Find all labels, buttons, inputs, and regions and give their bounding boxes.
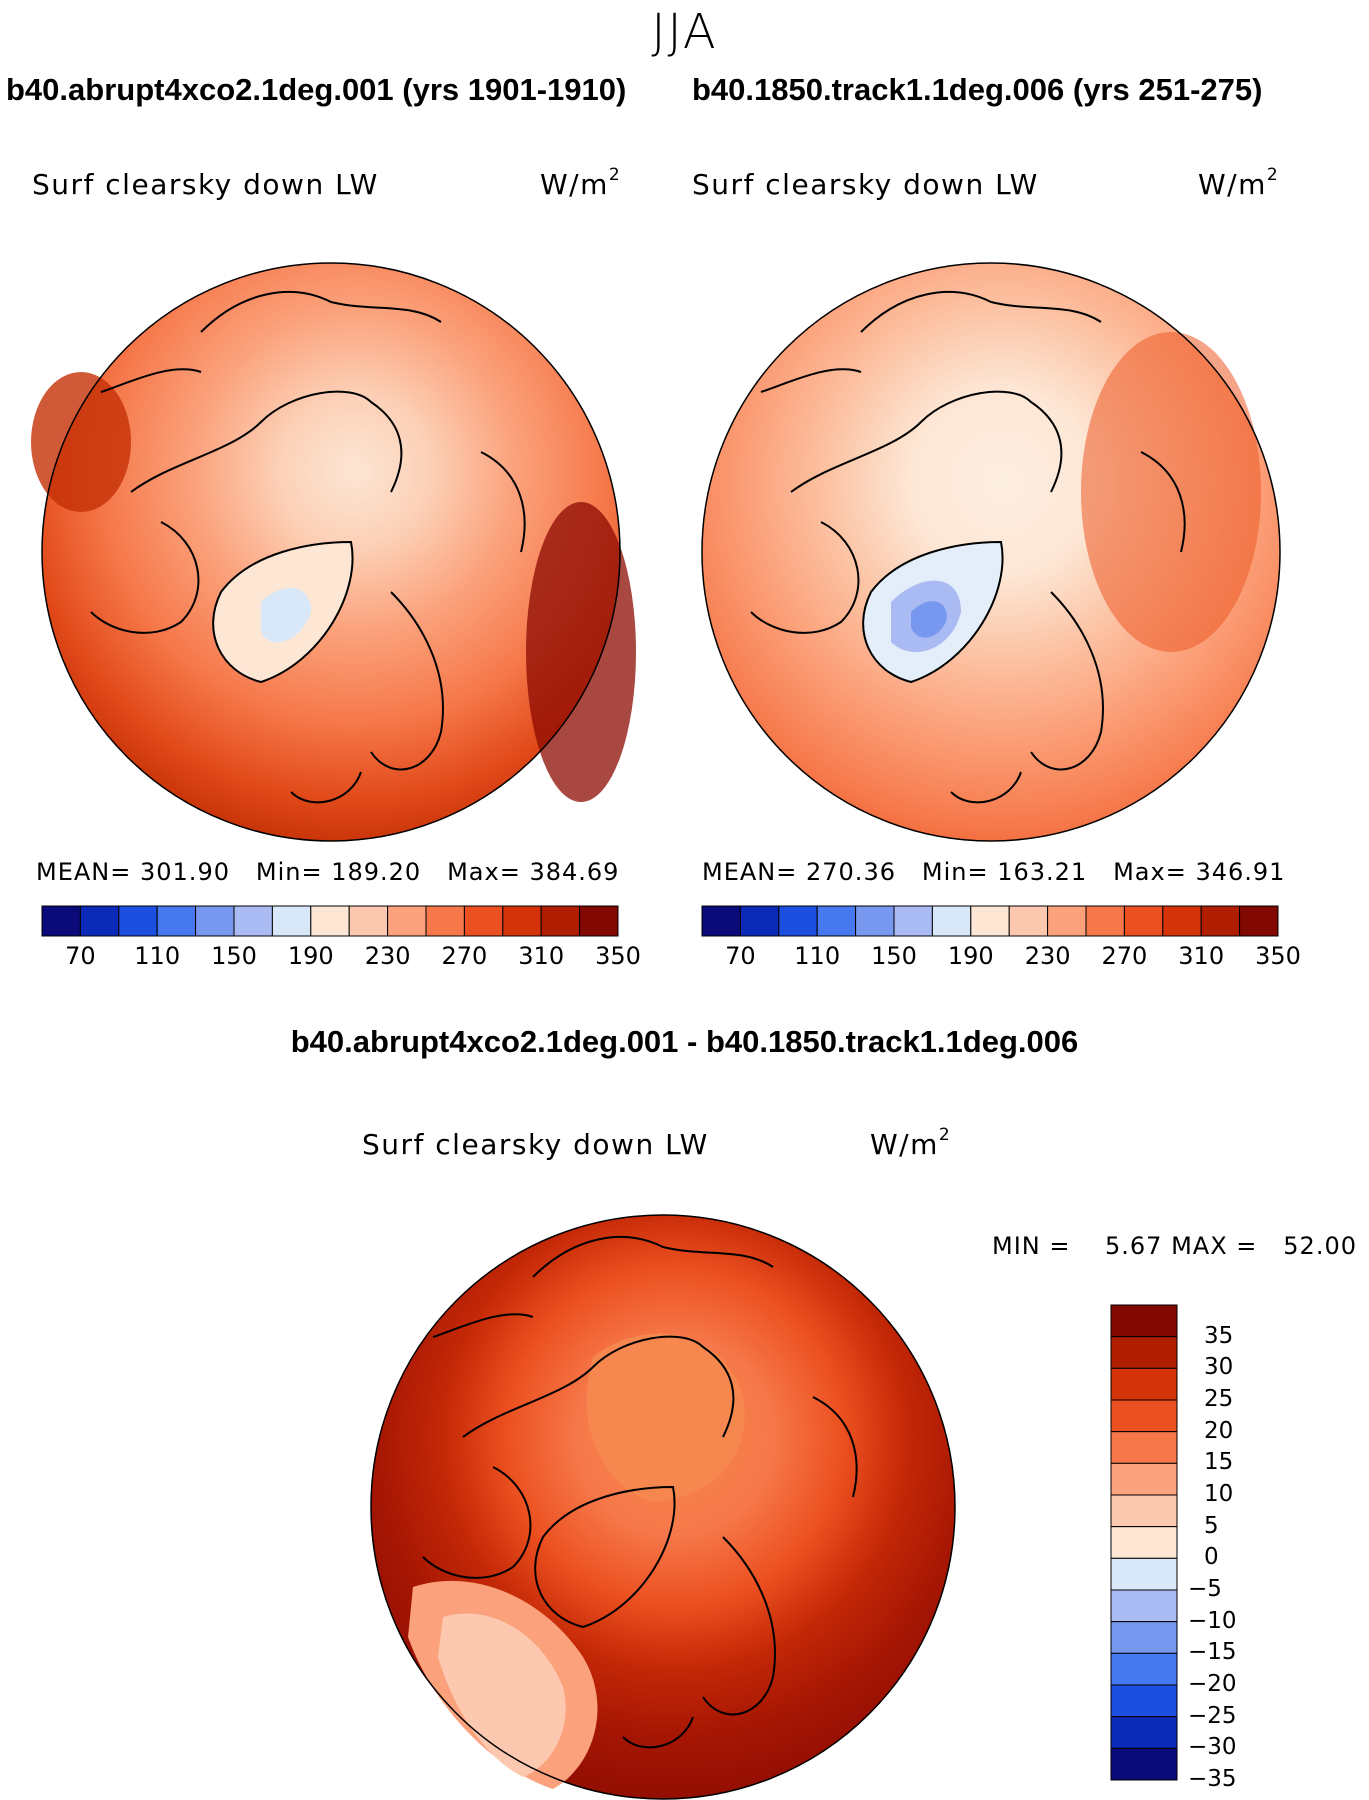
colorbar-tick-label: −25	[1188, 1702, 1237, 1729]
colorbar-swatch	[1047, 905, 1087, 937]
panel-1-units: W/m2	[540, 164, 622, 201]
colorbar-swatch	[1162, 905, 1202, 937]
panel-2-variable-label: Surf clearsky down LW	[692, 168, 1039, 201]
colorbar-tick-label: 270	[1101, 942, 1148, 970]
colorbar-swatch	[1110, 1431, 1178, 1464]
panel-2-units: W/m2	[1198, 164, 1280, 201]
colorbar-swatch	[1110, 1621, 1178, 1654]
panel-1-stats: MEAN= 301.90 Min= 189.20 Max= 384.69	[36, 858, 620, 886]
panel-1-map	[31, 262, 636, 842]
diff-variable-label: Surf clearsky down LW	[362, 1128, 709, 1161]
diff-map	[370, 1214, 956, 1800]
colorbar-tick-label: 110	[794, 942, 841, 970]
colorbar-swatch	[425, 905, 465, 937]
colorbar-swatch	[778, 905, 818, 937]
colorbar-tick-label: 190	[287, 942, 334, 970]
diff-units: W/m2	[870, 1124, 952, 1161]
colorbar-swatch	[1110, 1589, 1178, 1623]
colorbar-tick-label: 230	[364, 942, 411, 970]
colorbar-swatch	[540, 905, 581, 937]
panel-2-colorbar	[701, 905, 1279, 937]
colorbar-tick-label: 230	[1024, 942, 1071, 970]
colorbar-swatch	[1110, 1747, 1178, 1781]
colorbar-tick-label: 70	[725, 942, 756, 970]
colorbar-tick-label: 5	[1204, 1512, 1219, 1539]
colorbar-tick-label: 270	[441, 942, 488, 970]
colorbar-tick-label: 110	[134, 942, 181, 970]
colorbar-swatch	[1110, 1462, 1178, 1496]
colorbar-swatch	[118, 905, 158, 937]
colorbar-tick-label: 70	[65, 942, 96, 970]
colorbar-tick-label: 350	[595, 942, 641, 970]
colorbar-swatch	[1110, 1526, 1178, 1559]
colorbar-swatch	[1110, 1399, 1178, 1433]
colorbar-swatch	[1110, 1557, 1178, 1591]
colorbar-swatch	[387, 905, 427, 937]
colorbar-swatch	[1110, 1367, 1178, 1401]
colorbar-tick-label: −5	[1188, 1576, 1222, 1602]
colorbar-swatch	[1110, 1652, 1178, 1686]
panel-1-colorbar	[41, 905, 619, 937]
colorbar-swatch	[233, 905, 273, 937]
colorbar-tick-label: 30	[1204, 1354, 1234, 1381]
colorbar-tick-label: 25	[1204, 1386, 1234, 1412]
colorbar-tick-label: 10	[1204, 1481, 1234, 1507]
colorbar-swatch	[701, 905, 741, 937]
diff-title: b40.abrupt4xco2.1deg.001 - b40.1850.trac…	[290, 1024, 1079, 1059]
colorbar-swatch	[1110, 1494, 1178, 1528]
colorbar-tick-label: −15	[1188, 1639, 1237, 1666]
colorbar-tick-label: 150	[871, 942, 917, 970]
colorbar-swatch	[1008, 905, 1049, 937]
panel-2-map	[701, 262, 1281, 842]
colorbar-swatch	[816, 905, 857, 937]
colorbar-swatch	[1110, 1336, 1178, 1369]
panel-1-variable-label: Surf clearsky down LW	[32, 168, 379, 201]
panel-2-stats: MEAN= 270.36 Min= 163.21 Max= 346.91	[702, 858, 1286, 886]
colorbar-tick-label: 35	[1204, 1322, 1234, 1349]
diff-stats: MIN = 5.67 MAX = 52.00	[992, 1232, 1357, 1260]
season-title: JJA	[651, 4, 718, 60]
colorbar-tick-label: −30	[1188, 1734, 1237, 1761]
colorbar-swatch	[1085, 905, 1125, 937]
colorbar-swatch	[970, 905, 1010, 937]
colorbar-swatch	[1123, 905, 1164, 937]
colorbar-tick-label: 0	[1204, 1544, 1219, 1571]
colorbar-swatch	[463, 905, 504, 937]
colorbar-swatch	[855, 905, 895, 937]
panel-2-colorbar-ticks: 70 110 150 190 230 270 310 350	[702, 942, 1301, 972]
colorbar-swatch	[348, 905, 389, 937]
panel-2-title: b40.1850.track1.1deg.006 (yrs 251-275)	[692, 72, 1263, 107]
colorbar-swatch	[1110, 1716, 1178, 1749]
colorbar-tick-label: 20	[1204, 1417, 1234, 1444]
colorbar-tick-label: −10	[1188, 1607, 1237, 1634]
colorbar-swatch	[1200, 905, 1241, 937]
colorbar-swatch	[893, 905, 933, 937]
colorbar-tick-label: 310	[518, 942, 565, 970]
colorbar-swatch	[1110, 1684, 1178, 1718]
colorbar-swatch	[310, 905, 350, 937]
colorbar-swatch	[1239, 905, 1279, 937]
colorbar-swatch	[79, 905, 120, 937]
panel-1-title: b40.abrupt4xco2.1deg.001 (yrs 1901-1910)	[6, 72, 627, 107]
diff-colorbar	[1110, 1304, 1178, 1781]
colorbar-tick-label: −20	[1188, 1671, 1237, 1697]
colorbar-swatch	[41, 905, 81, 937]
colorbar-tick-label: −35	[1188, 1766, 1237, 1792]
colorbar-swatch	[1110, 1304, 1178, 1338]
colorbar-tick-label: 310	[1178, 942, 1225, 970]
colorbar-swatch	[579, 905, 619, 937]
colorbar-tick-label: 150	[211, 942, 257, 970]
colorbar-tick-label: 15	[1204, 1449, 1234, 1476]
colorbar-tick-label: 190	[947, 942, 994, 970]
panel-1-colorbar-ticks: 70 110 150 190 230 270 310 350	[42, 942, 641, 972]
diff-colorbar-ticks: 35 30 25 20 15 10 5 0 −5 −10 −15 −20 −25 −30 −35	[1188, 1305, 1258, 1792]
colorbar-swatch	[739, 905, 780, 937]
colorbar-swatch	[195, 905, 235, 937]
colorbar-swatch	[931, 905, 972, 937]
colorbar-tick-label: 350	[1255, 942, 1301, 970]
